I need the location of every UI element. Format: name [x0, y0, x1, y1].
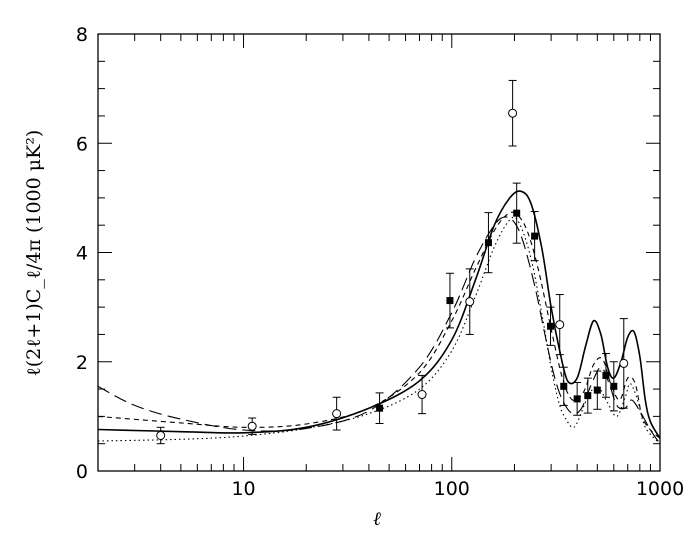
open-circle-marker — [332, 409, 342, 419]
data-points — [156, 79, 629, 445]
data-point — [573, 382, 582, 416]
filled-square-marker — [584, 392, 592, 400]
open-circle-marker — [247, 421, 257, 431]
filled-square-marker — [560, 382, 568, 390]
data-point — [609, 361, 618, 412]
open-circle-marker — [619, 358, 629, 368]
data-point — [555, 294, 565, 356]
y-tick-label: 4 — [76, 243, 88, 265]
tick-marks — [97, 33, 661, 472]
x-tick-label: 10 — [231, 478, 255, 500]
filled-square-marker — [376, 404, 384, 412]
filled-square-marker — [573, 395, 581, 403]
filled-square-marker — [484, 239, 492, 247]
x-tick-label: 1000 — [636, 478, 684, 500]
y-tick-label: 8 — [76, 24, 88, 46]
curve-solid — [97, 190, 661, 439]
data-point — [530, 211, 539, 262]
data-point — [559, 366, 568, 406]
data-point — [593, 370, 602, 410]
curve-short-dash — [97, 211, 661, 439]
data-point — [619, 318, 629, 409]
y-tick-label: 6 — [76, 133, 88, 155]
filled-square-marker — [531, 232, 539, 240]
data-point — [484, 212, 493, 274]
y-tick-label: 0 — [76, 461, 88, 483]
open-circle-marker — [555, 320, 565, 330]
x-tick-label: 100 — [434, 478, 470, 500]
data-point — [417, 374, 427, 415]
data-point — [508, 79, 518, 147]
open-circle-marker — [508, 108, 518, 118]
filled-square-marker — [610, 382, 618, 390]
data-point — [546, 306, 555, 346]
open-circle-marker — [417, 390, 427, 400]
filled-square-marker — [593, 386, 601, 394]
data-point — [583, 377, 592, 414]
open-circle-marker — [465, 297, 475, 307]
tick-labels: 10 100 1000 0 2 4 6 8 — [76, 24, 684, 500]
open-circle-marker — [156, 430, 166, 440]
data-point — [445, 272, 454, 329]
filled-square-marker — [446, 297, 454, 305]
data-point — [156, 426, 166, 445]
y-tick-label: 2 — [76, 352, 88, 374]
data-point — [465, 268, 475, 335]
y-axis-label: ℓ(2ℓ+1)C_ℓ/4π (1000 μK²) — [23, 130, 45, 377]
filled-square-marker — [547, 322, 555, 330]
data-point — [332, 396, 342, 431]
filled-square-marker — [602, 371, 610, 379]
x-axis-label: ℓ — [373, 508, 381, 530]
data-point — [375, 392, 384, 424]
data-point — [601, 353, 610, 398]
data-point — [512, 182, 521, 244]
filled-square-marker — [513, 209, 521, 217]
data-point — [247, 417, 257, 435]
